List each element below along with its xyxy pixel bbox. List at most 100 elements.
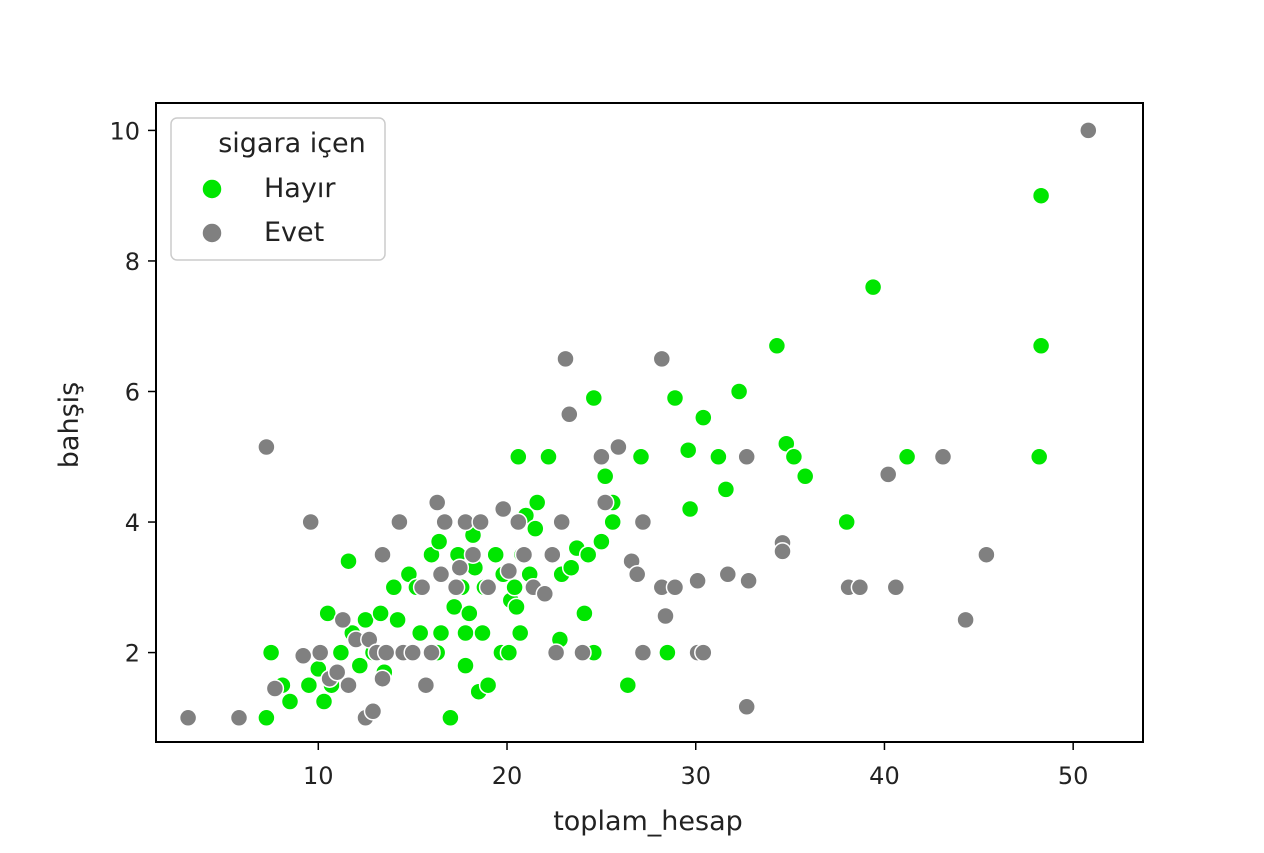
point-hay-r xyxy=(350,656,370,675)
point-evet xyxy=(556,349,575,369)
point-evet xyxy=(739,571,758,591)
point-hay-r xyxy=(384,578,404,597)
point-hay-r xyxy=(575,604,594,623)
x-axis: 10 20 30 40 50 xyxy=(303,742,1088,790)
point-evet xyxy=(339,675,358,695)
y-tick-label: 2 xyxy=(125,640,140,668)
point-hay-r xyxy=(729,382,749,401)
point-hay-r xyxy=(429,532,449,551)
point-evet xyxy=(850,578,870,597)
point-hay-r xyxy=(694,408,713,427)
legend-marker-evet xyxy=(201,222,223,244)
point-evet xyxy=(310,643,330,662)
point-hay-r xyxy=(658,643,677,662)
point-hay-r xyxy=(371,604,390,623)
point-hay-r xyxy=(507,597,526,617)
point-evet xyxy=(422,643,441,662)
legend-title: sigara içen xyxy=(218,128,366,159)
y-tick-label: 8 xyxy=(125,248,140,276)
point-evet xyxy=(514,545,534,564)
point-hay-r xyxy=(318,604,337,623)
point-evet xyxy=(478,578,498,597)
point-evet xyxy=(592,447,611,467)
point-evet xyxy=(718,565,738,584)
y-tick-label: 4 xyxy=(125,509,140,537)
point-hay-r xyxy=(595,467,615,486)
point-evet xyxy=(509,512,528,532)
point-evet xyxy=(373,669,392,688)
point-hay-r xyxy=(509,447,528,467)
point-evet xyxy=(543,545,562,564)
point-evet xyxy=(977,545,996,564)
point-hay-r xyxy=(431,623,451,643)
point-evet xyxy=(333,610,353,630)
x-axis-label: toplam_hesap xyxy=(553,806,743,837)
point-evet xyxy=(878,465,898,484)
point-evet xyxy=(493,499,513,519)
point-evet xyxy=(301,512,320,532)
point-evet xyxy=(327,662,347,682)
y-tick-label: 10 xyxy=(109,117,140,145)
x-tick-label: 50 xyxy=(1058,762,1089,790)
point-hay-r xyxy=(478,675,498,695)
point-evet xyxy=(956,610,975,630)
points-layer xyxy=(178,121,1098,728)
y-axis-label: bahşiş xyxy=(54,382,85,468)
point-hay-r xyxy=(539,447,558,467)
point-evet xyxy=(499,561,519,581)
point-evet xyxy=(376,643,396,662)
point-hay-r xyxy=(444,597,464,617)
point-hay-r xyxy=(339,551,358,571)
point-hay-r xyxy=(795,467,815,486)
point-hay-r xyxy=(527,493,547,512)
point-hay-r xyxy=(388,610,407,630)
point-evet xyxy=(773,542,792,561)
point-hay-r xyxy=(592,532,611,551)
x-tick-label: 10 xyxy=(303,762,334,790)
point-evet xyxy=(737,447,756,467)
point-hay-r xyxy=(505,578,524,597)
point-evet xyxy=(403,643,422,662)
point-hay-r xyxy=(499,643,519,662)
legend-label-hayir: Hayır xyxy=(264,173,336,204)
point-evet xyxy=(694,643,713,662)
point-evet xyxy=(412,578,432,597)
point-evet xyxy=(229,708,249,728)
point-hay-r xyxy=(473,623,492,643)
point-evet xyxy=(886,578,906,597)
point-hay-r xyxy=(784,447,804,467)
point-hay-r xyxy=(460,604,479,623)
point-evet xyxy=(427,493,447,512)
x-tick-label: 40 xyxy=(869,762,900,790)
point-evet xyxy=(416,675,436,695)
y-axis: 2 4 6 8 10 xyxy=(109,117,156,668)
point-evet xyxy=(446,578,466,597)
point-hay-r xyxy=(410,623,430,643)
point-evet xyxy=(450,558,470,577)
point-evet xyxy=(435,512,454,532)
point-evet xyxy=(560,405,579,424)
point-hay-r xyxy=(837,512,856,532)
point-hay-r xyxy=(456,656,475,675)
point-hay-r xyxy=(486,545,505,564)
point-hay-r xyxy=(584,388,604,408)
point-hay-r xyxy=(1031,336,1051,356)
point-hay-r xyxy=(680,499,700,519)
x-tick-label: 20 xyxy=(492,762,523,790)
point-hay-r xyxy=(678,440,698,460)
point-evet xyxy=(609,437,628,457)
point-evet xyxy=(633,643,653,662)
point-evet xyxy=(257,437,276,457)
point-hay-r xyxy=(1031,186,1051,205)
point-evet xyxy=(933,447,953,467)
point-hay-r xyxy=(665,388,685,408)
point-hay-r xyxy=(261,643,281,662)
point-hay-r xyxy=(603,512,622,532)
point-hay-r xyxy=(526,519,545,538)
point-evet xyxy=(293,646,313,666)
point-evet xyxy=(431,565,451,584)
legend: sigara içen Hayır Evet xyxy=(170,117,386,261)
point-hay-r xyxy=(456,623,475,643)
